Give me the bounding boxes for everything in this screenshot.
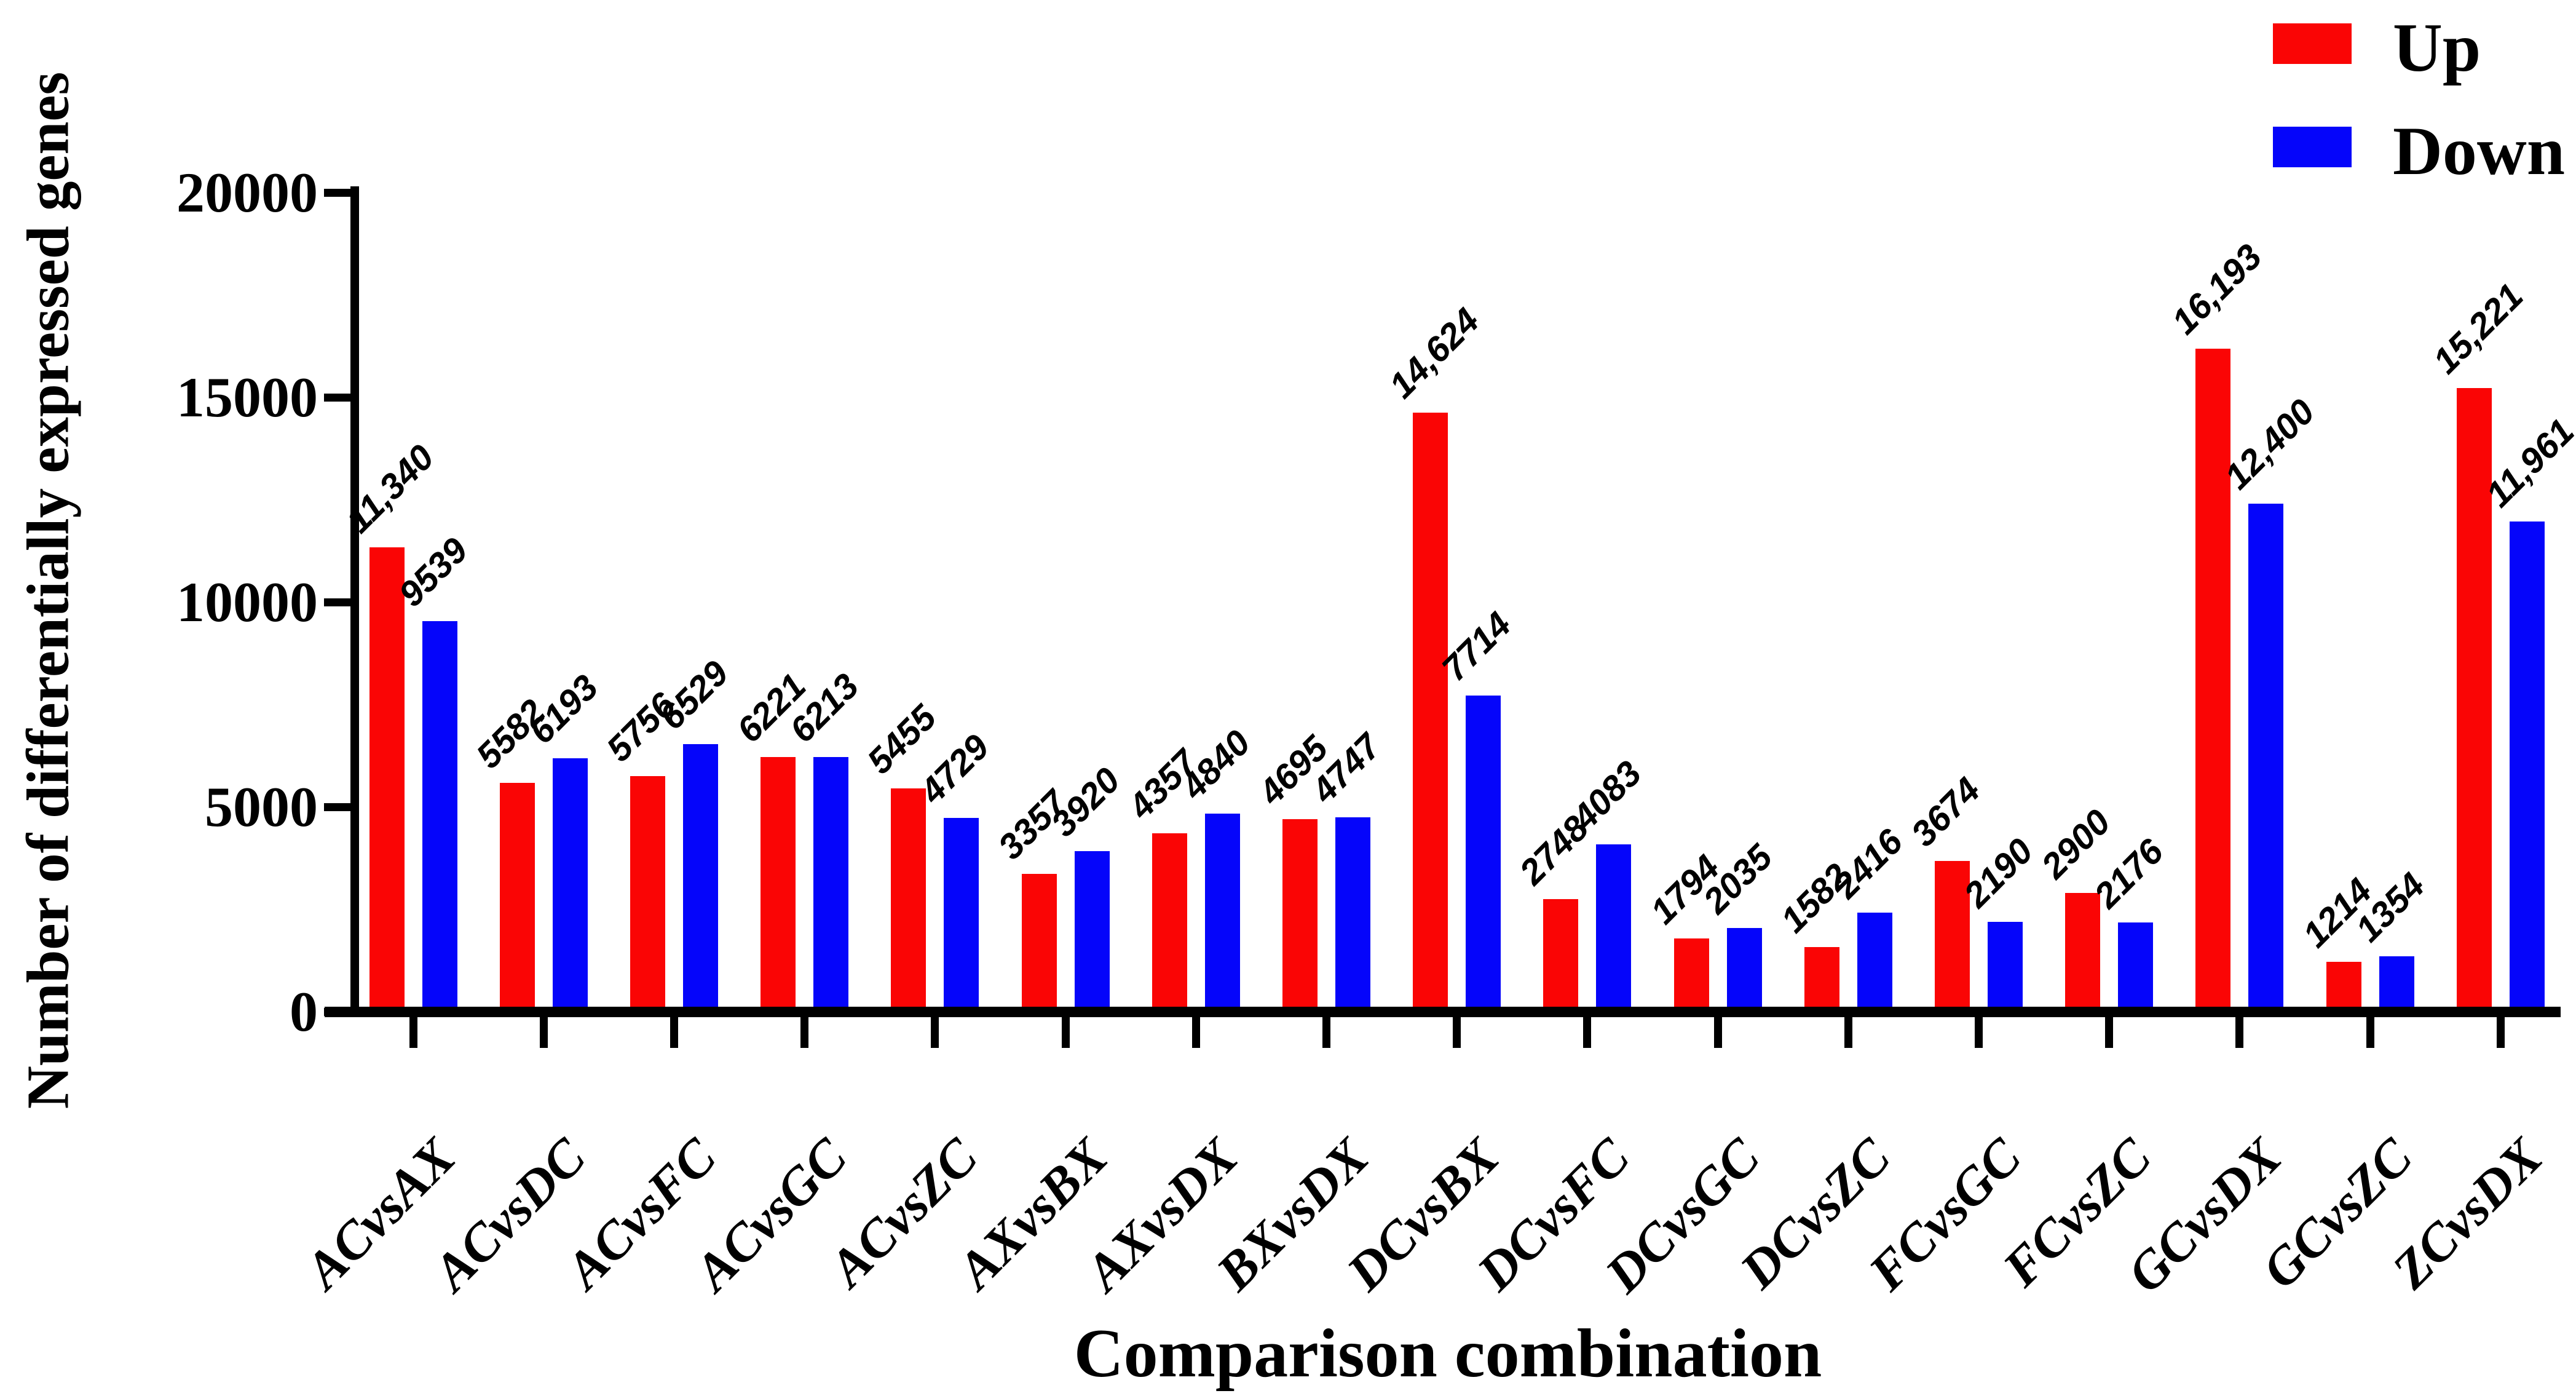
legend-swatch-up-icon [2273, 23, 2352, 64]
bar-up [2065, 892, 2101, 1012]
bar-value-label: 4840 [1173, 722, 1258, 807]
bar-value-label: 1354 [2347, 865, 2432, 950]
bar-down [552, 758, 588, 1012]
legend-label-up: Up [2393, 10, 2481, 86]
bar-up [1804, 946, 1839, 1012]
x-axis-line [325, 1007, 2561, 1017]
y-tick-label: 5000 [205, 775, 318, 838]
x-axis-title: Comparison combination [1073, 1315, 1822, 1392]
x-axis-tick [1191, 1017, 1200, 1048]
legend-label-down: Down [2393, 113, 2566, 189]
y-tick-label: 15000 [176, 366, 318, 429]
bar-value-label: 16,193 [2164, 236, 2270, 342]
x-axis-tick [1453, 1017, 1461, 1048]
bar-value-label: 2035 [1695, 837, 1780, 922]
x-axis-tick [409, 1017, 417, 1048]
x-axis-tick [800, 1017, 809, 1048]
y-axis-tick [324, 188, 350, 197]
bar-value-label: 11,961 [2478, 411, 2576, 515]
bar-up [2456, 388, 2492, 1012]
bar-down [1596, 844, 1632, 1012]
y-axis-tick [324, 1007, 350, 1016]
x-axis-tick [2496, 1017, 2505, 1048]
y-tick-label: 10000 [176, 571, 318, 633]
bar-down [2248, 504, 2284, 1012]
x-axis-tick [1844, 1017, 1852, 1048]
bar-down [2509, 522, 2545, 1012]
bar-value-label: 15,221 [2425, 276, 2531, 382]
bar-down [1204, 813, 1240, 1012]
bar-up [1934, 861, 1970, 1012]
bar-value-label: 3674 [1903, 770, 1988, 855]
bar-up [1673, 938, 1709, 1012]
x-axis-tick [539, 1017, 548, 1048]
x-axis-tick [1713, 1017, 1722, 1048]
legend-swatch-down-icon [2273, 127, 2352, 167]
bar-up [2326, 962, 2361, 1012]
bar-up [499, 783, 535, 1012]
x-axis-tick [1974, 1017, 1983, 1048]
bar-down [2379, 956, 2414, 1012]
y-axis-line [350, 186, 359, 1017]
bar-down [682, 744, 718, 1012]
y-axis-tick [324, 598, 350, 606]
bar-down [944, 818, 979, 1012]
y-tick-label: 20000 [176, 161, 318, 224]
bar-down [1726, 928, 1762, 1012]
x-axis-tick [670, 1017, 678, 1048]
bar-up [1543, 898, 1579, 1012]
y-tick-label: 0 [290, 980, 318, 1043]
x-axis-tick [2366, 1017, 2374, 1048]
y-axis-title: Number of differentially expressed genes [15, 71, 81, 1109]
bar-down [1074, 851, 1110, 1012]
bar-value-label: 7714 [1434, 605, 1519, 689]
bar-down [1335, 817, 1370, 1012]
bar-up [1152, 833, 1187, 1012]
bar-value-label: 2190 [1956, 831, 2041, 916]
bar-down [2118, 922, 2154, 1012]
x-axis-tick [2235, 1017, 2244, 1048]
bar-up [891, 788, 926, 1012]
bar-up [761, 756, 796, 1012]
y-axis-tick [324, 393, 350, 402]
x-axis-tick [1322, 1017, 1330, 1048]
bar-down [1987, 922, 2023, 1012]
bar-value-label: 9539 [390, 529, 475, 614]
bar-up [1413, 413, 1448, 1012]
bar-up [1282, 819, 1318, 1012]
bar-value-label: 12,400 [2217, 391, 2323, 498]
x-axis-tick [1583, 1017, 1592, 1048]
bar-up [630, 775, 665, 1012]
x-axis-tick [2105, 1017, 2114, 1048]
bar-up [2195, 348, 2231, 1012]
bar-down [813, 757, 849, 1012]
bar-up [369, 547, 405, 1012]
bar-down [1857, 913, 1892, 1012]
bar-up [1021, 874, 1057, 1012]
bar-value-label: 3920 [1043, 759, 1128, 845]
y-axis-tick [324, 803, 350, 811]
bar-down [1466, 696, 1501, 1012]
bar-down [422, 621, 457, 1012]
x-axis-tick [931, 1017, 939, 1048]
x-axis-tick [1061, 1017, 1070, 1048]
bar-value-label: 14,624 [1381, 300, 1487, 407]
